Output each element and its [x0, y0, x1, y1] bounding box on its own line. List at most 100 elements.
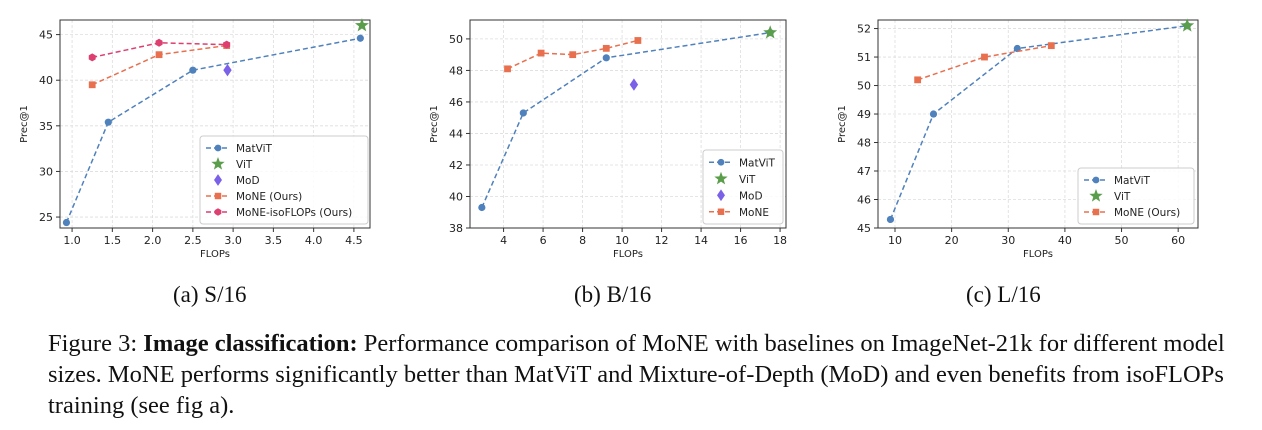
y-tick-label: 38	[449, 222, 463, 235]
caption-text: Performance comparison of MoNE with base…	[48, 330, 1225, 419]
y-tick-label: 50	[449, 33, 463, 46]
chart-l16: 10 20 30 40 50 60 45 46 47 48 49 50 51 52 FLOPs Prec@1 M…	[837, 18, 1199, 260]
figure-charts: 1.0 1.5 2.0 2.5 3.0 3.5 4.0 4.5 25 30 35 40 45 FLOPs P…	[19, 18, 1199, 260]
legend-label: ViT	[1114, 191, 1131, 203]
y-tick-label: 45	[39, 29, 53, 42]
x-tick-label: 50	[1115, 234, 1129, 247]
y-tick-label: 45	[857, 222, 871, 235]
x-tick-label: 4	[500, 234, 507, 247]
legend-label: ViT	[236, 159, 253, 171]
series-mone	[504, 37, 642, 73]
legend-marker-mone	[1092, 208, 1100, 216]
chart-b16: 4 6 8 10 12 14 16 1838404244464850FLOPsPrec@1Ma…	[429, 19, 787, 260]
x-tick-label: 4.5	[345, 234, 363, 247]
caption-prefix: Figure 3:	[48, 330, 144, 357]
x-tick-label: 16	[734, 234, 748, 247]
legend-label: MatViT	[236, 143, 272, 155]
legend-marker-matvit	[1092, 176, 1100, 184]
legend-label: MoD	[739, 190, 763, 202]
legend-box	[199, 135, 369, 225]
y-axis-label: Prec@1	[837, 105, 848, 143]
legend-label: MatViT	[739, 157, 775, 169]
legend-marker-mod	[717, 189, 725, 202]
legend-box	[702, 149, 784, 225]
legend: MatViT ViT MoD MoNE (Ours) MoNE-isoFLOPs (Ou…	[199, 135, 369, 225]
x-axis-label: FLOPs	[200, 249, 230, 260]
data-point-vit	[354, 18, 369, 32]
y-axis-label: Prec@1	[19, 105, 30, 143]
legend-marker-mone_iso	[214, 208, 222, 216]
series-mod	[629, 78, 639, 91]
y-tick-label: 51	[857, 51, 871, 64]
subcaption-c: (c) L/16	[966, 282, 1041, 307]
x-tick-label: 2.5	[184, 234, 202, 247]
y-tick-label: 44	[449, 127, 463, 140]
data-point-matvit	[189, 66, 197, 74]
y-tick-label: 48	[857, 137, 871, 150]
x-tick-label: 1.5	[104, 234, 122, 247]
y-tick-label: 42	[449, 159, 463, 172]
plot-frame	[59, 19, 371, 229]
series-mone	[88, 42, 231, 89]
data-point-mone	[981, 53, 988, 61]
data-point-matvit	[478, 203, 486, 212]
y-tick-label: 47	[857, 165, 871, 178]
x-axis-label: FLOPs	[1023, 249, 1053, 260]
legend-label: MoNE	[739, 207, 769, 219]
legend-marker-vit	[1089, 189, 1103, 202]
y-tick-label: 46	[449, 96, 463, 109]
data-point-mone	[569, 51, 577, 59]
data-point-matvit	[1013, 44, 1021, 53]
figure-caption: Figure 3: Image classification: Performa…	[48, 328, 1248, 421]
series-mone	[914, 42, 1055, 84]
legend-marker-mone	[214, 192, 222, 200]
y-tick-label: 46	[857, 194, 871, 207]
x-tick-label: 30	[1001, 234, 1015, 247]
data-point-matvit	[104, 118, 112, 126]
subcaption-b: (b) B/16	[574, 282, 652, 307]
series-vit	[763, 25, 778, 39]
data-point-matvit	[929, 110, 938, 118]
plot-frame	[469, 19, 787, 229]
y-tick-label: 48	[449, 64, 463, 77]
x-tick-label: 3.0	[224, 234, 242, 247]
y-tick-label: 25	[39, 211, 53, 224]
data-point-mod	[629, 78, 639, 91]
x-tick-label: 10	[615, 234, 629, 247]
y-tick-label: 50	[857, 80, 871, 93]
x-tick-label: 1.0	[63, 234, 81, 247]
data-point-mone_iso	[88, 53, 96, 62]
data-point-mone	[88, 81, 96, 89]
legend-label: MoNE (Ours)	[1114, 207, 1180, 219]
y-axis-label: Prec@1	[429, 105, 440, 143]
legend-label: MoD	[236, 175, 260, 187]
legend-marker-vit	[211, 157, 225, 170]
y-tick-label: 30	[39, 165, 53, 178]
y-tick-label: 40	[449, 190, 463, 203]
data-point-matvit	[886, 215, 895, 224]
legend-label: MoNE (Ours)	[236, 191, 302, 203]
series-mod	[223, 63, 232, 77]
chart-s16: 1.0 1.5 2.0 2.5 3.0 3.5 4.0 4.5 25 30 35 40 45 FLOPs P…	[19, 18, 371, 260]
x-tick-label: 10	[888, 234, 902, 247]
legend: MatViT ViT MoNE (Ours)	[1077, 167, 1195, 225]
data-point-mone_iso	[223, 40, 231, 49]
data-point-mone	[634, 37, 642, 44]
legend-marker-matvit	[214, 144, 222, 152]
legend-label: MoNE-isoFLOPs (Ours)	[236, 207, 352, 219]
caption-bold: Image classification:	[143, 330, 358, 357]
data-point-matvit	[356, 34, 364, 42]
legend-marker-vit	[714, 171, 728, 185]
legend-marker-matvit	[717, 158, 725, 166]
x-tick-label: 40	[1058, 234, 1072, 247]
series-mone_iso	[88, 38, 231, 62]
series-line	[917, 44, 1052, 81]
data-point-mone	[602, 44, 610, 52]
data-point-mod	[223, 63, 232, 77]
x-tick-label: 60	[1171, 234, 1185, 247]
legend-box	[1077, 167, 1195, 225]
y-tick-label: 49	[857, 108, 871, 121]
x-tick-label: 3.5	[265, 234, 283, 247]
series-line	[481, 31, 771, 208]
legend-marker-mone	[717, 208, 725, 215]
